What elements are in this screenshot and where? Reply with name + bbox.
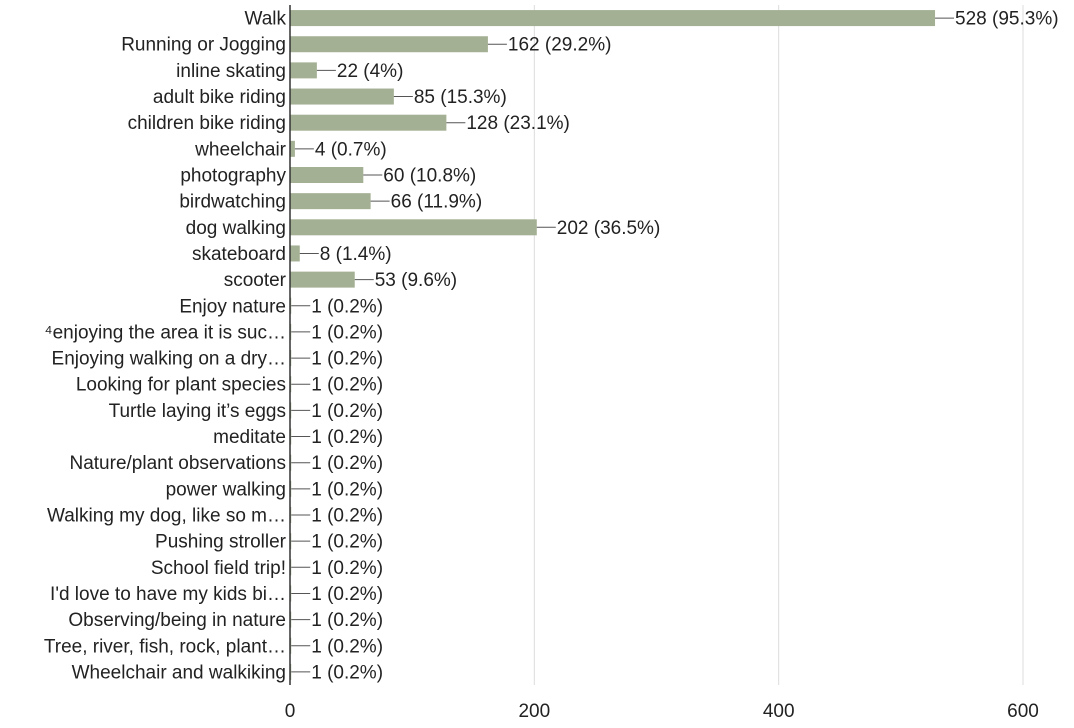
category-label: Wheelchair and walkiking [72,662,286,683]
bar-6 [290,167,364,183]
category-label: Tree, river, fish, rock, plant… [44,636,286,657]
data-label: 1 (0.2%) [311,584,383,605]
x-tick-label: 600 [1007,701,1039,722]
category-label: skateboard [192,244,286,265]
category-label: scooter [224,270,287,291]
bar-10 [290,271,355,288]
category-label: Observing/being in nature [68,610,286,631]
bar-1 [290,36,488,53]
data-label: 1 (0.2%) [311,401,383,422]
data-label: 1 (0.2%) [311,349,383,370]
data-label: 1 (0.2%) [311,610,383,631]
data-label: 1 (0.2%) [311,479,383,500]
category-label: meditate [213,427,286,448]
category-label: ⁴enjoying the area it is suc… [44,322,286,343]
data-label: 1 (0.2%) [311,662,383,683]
category-label: Running or Jogging [121,35,286,56]
category-label: power walking [166,479,286,500]
bar-5 [290,140,295,157]
data-label: 1 (0.2%) [311,636,383,657]
x-tick-label: 400 [763,701,795,722]
data-label: 202 (36.5%) [557,218,661,239]
bar-9 [290,245,300,262]
data-label: 128 (23.1%) [466,113,570,134]
category-label: Pushing stroller [155,532,287,553]
category-label: I'd love to have my kids bi… [50,584,286,605]
data-label: 4 (0.7%) [315,139,387,160]
bar-2 [290,62,317,79]
category-label: Turtle laying it’s eggs [109,401,286,422]
category-label: Enjoying walking on a dry… [52,349,286,370]
data-label: 1 (0.2%) [311,532,383,553]
category-label: birdwatching [179,192,286,213]
data-label: 22 (4%) [337,61,404,82]
data-label: 1 (0.2%) [311,506,383,527]
bar-0 [290,10,936,27]
category-label: Enjoy nature [179,296,286,317]
x-tick-label: 200 [518,701,550,722]
data-label: 1 (0.2%) [311,296,383,317]
data-label: 1 (0.2%) [311,558,383,579]
category-label: children bike riding [128,113,286,134]
category-label: Walk [244,9,286,30]
category-label: Nature/plant observations [69,453,286,474]
category-label: Walking my dog, like so m… [47,506,286,527]
bar-7 [290,193,371,210]
data-label: 1 (0.2%) [311,427,383,448]
bar-3 [290,88,394,105]
data-label: 53 (9.6%) [375,270,457,291]
category-label: wheelchair [194,139,286,160]
data-label: 528 (95.3%) [955,9,1059,30]
category-label: School field trip! [151,558,286,579]
bar-4 [290,114,447,131]
data-label: 1 (0.2%) [311,375,383,396]
data-label: 60 (10.8%) [383,166,476,187]
data-label: 162 (29.2%) [508,35,612,56]
data-label: 8 (1.4%) [320,244,392,265]
category-label: inline skating [176,61,286,82]
data-label: 85 (15.3%) [414,87,507,108]
bar-8 [290,219,537,236]
category-label: photography [180,166,286,187]
x-tick-label: 0 [285,701,296,722]
category-label: dog walking [186,218,286,239]
data-label: 66 (11.9%) [391,192,483,213]
data-label: 1 (0.2%) [311,453,383,474]
category-label: Looking for plant species [76,375,286,396]
data-label: 1 (0.2%) [311,322,383,343]
category-label: adult bike riding [153,87,286,108]
